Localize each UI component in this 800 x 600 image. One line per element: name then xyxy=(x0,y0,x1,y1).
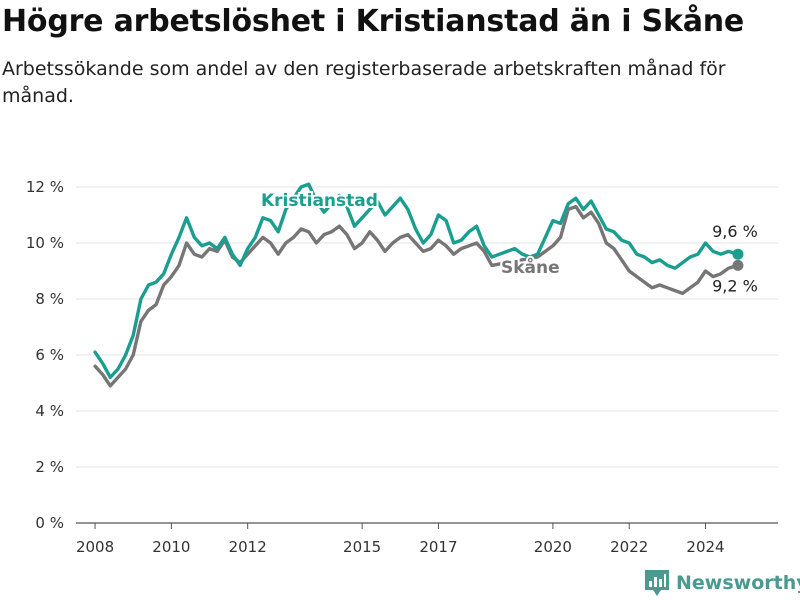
end-point-kristianstad xyxy=(732,248,744,260)
end-point-skane xyxy=(732,259,744,271)
y-tick-label: 4 % xyxy=(35,402,64,420)
series-label-kristianstad: Kristianstad xyxy=(261,191,378,211)
x-tick-label: 2017 xyxy=(419,538,457,556)
end-value-label-kristianstad: 9,6 % xyxy=(712,222,758,241)
x-tick-label: 2022 xyxy=(610,538,648,556)
x-tick-label: 2024 xyxy=(686,538,724,556)
y-tick-label: 2 % xyxy=(35,458,64,476)
chart-title: Högre arbetslöshet i Kristianstad än i S… xyxy=(2,4,745,39)
y-axis: 0 % 2 % 4 % 6 % 8 % 10 % 12 % xyxy=(26,178,64,532)
x-tick-label: 2012 xyxy=(229,538,267,556)
x-tick-label: 2010 xyxy=(152,538,190,556)
end-value-label-skane: 9,2 % xyxy=(712,276,758,295)
x-tick-label: 2008 xyxy=(76,538,114,556)
x-tick-label: 2020 xyxy=(534,538,572,556)
y-tick-label: 12 % xyxy=(26,178,64,196)
y-tick-label: 0 % xyxy=(35,514,64,532)
y-tick-label: 8 % xyxy=(35,290,64,308)
series-line-skane xyxy=(93,204,740,388)
y-tick-label: 6 % xyxy=(35,346,64,364)
newsworthy-logo: Newsworthy xyxy=(644,569,800,597)
x-axis: 2008 2010 2012 2015 2017 2020 2022 2024 xyxy=(76,523,725,556)
brand-name: Newsworthy xyxy=(676,572,800,594)
bar-chart-logo-icon xyxy=(645,570,669,596)
y-tick-label: 10 % xyxy=(26,234,64,252)
x-tick-label: 2015 xyxy=(343,538,381,556)
grid-lines xyxy=(76,186,778,524)
chart-subtitle: Arbetssökande som andel av den registerb… xyxy=(2,58,726,107)
series-labels: Kristianstad Skåne 9,6 % 9,2 % xyxy=(259,189,758,295)
series-label-skane: Skåne xyxy=(501,256,560,278)
series-line-kristianstad xyxy=(93,182,740,380)
series-lines xyxy=(93,182,744,388)
